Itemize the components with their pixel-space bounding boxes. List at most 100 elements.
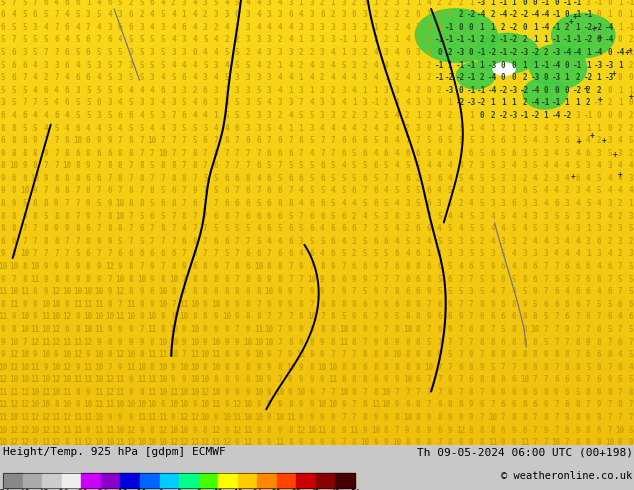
Text: 11: 11 bbox=[254, 325, 263, 334]
Text: 9: 9 bbox=[501, 388, 505, 397]
Text: 4: 4 bbox=[331, 73, 335, 82]
Text: 11: 11 bbox=[73, 300, 82, 309]
Text: 5: 5 bbox=[448, 187, 452, 196]
Text: 0: 0 bbox=[235, 10, 240, 19]
Text: 3: 3 bbox=[33, 23, 37, 32]
Text: 0: 0 bbox=[437, 48, 442, 57]
Text: 3: 3 bbox=[458, 249, 463, 258]
Text: 1: 1 bbox=[278, 61, 282, 70]
Text: 4: 4 bbox=[278, 123, 282, 133]
Text: 7: 7 bbox=[448, 363, 452, 372]
Text: 6: 6 bbox=[278, 212, 282, 220]
Text: 5: 5 bbox=[384, 199, 389, 208]
Text: 8: 8 bbox=[86, 274, 91, 284]
Text: 6: 6 bbox=[352, 262, 356, 271]
Text: 11: 11 bbox=[211, 438, 221, 447]
Text: 8: 8 bbox=[384, 338, 389, 346]
Text: 6: 6 bbox=[341, 274, 346, 284]
Text: 1: 1 bbox=[597, 73, 601, 82]
Text: 9: 9 bbox=[129, 325, 133, 334]
Text: 3: 3 bbox=[214, 98, 218, 107]
Text: 5: 5 bbox=[533, 300, 538, 309]
Text: 6: 6 bbox=[33, 10, 37, 19]
Text: 6: 6 bbox=[224, 199, 229, 208]
Text: 11: 11 bbox=[148, 350, 157, 359]
Text: 2: 2 bbox=[384, 23, 389, 32]
Text: 8: 8 bbox=[139, 161, 144, 171]
Text: 5: 5 bbox=[139, 48, 144, 57]
Text: 6: 6 bbox=[65, 98, 69, 107]
Text: 5: 5 bbox=[192, 123, 197, 133]
Text: 7: 7 bbox=[288, 136, 293, 145]
Text: 7: 7 bbox=[427, 388, 431, 397]
Text: 8: 8 bbox=[448, 400, 452, 410]
Text: 8: 8 bbox=[22, 149, 27, 158]
Text: 2: 2 bbox=[597, 136, 601, 145]
Text: 6: 6 bbox=[54, 35, 59, 45]
Text: 7: 7 bbox=[479, 388, 484, 397]
Text: 6: 6 bbox=[427, 224, 431, 233]
Text: 8: 8 bbox=[363, 400, 367, 410]
Text: 6: 6 bbox=[437, 312, 442, 321]
Text: 10: 10 bbox=[552, 438, 561, 447]
Text: 9: 9 bbox=[394, 375, 399, 384]
Text: 7: 7 bbox=[96, 187, 101, 196]
Text: 6: 6 bbox=[182, 237, 186, 246]
Text: 3: 3 bbox=[501, 161, 505, 171]
Text: 4: 4 bbox=[437, 224, 442, 233]
Text: 1: 1 bbox=[384, 73, 389, 82]
Text: 4: 4 bbox=[586, 174, 591, 183]
Text: 3: 3 bbox=[512, 136, 516, 145]
Text: 7: 7 bbox=[469, 274, 474, 284]
Text: -42: -42 bbox=[35, 489, 49, 490]
Text: 2: 2 bbox=[501, 123, 505, 133]
Text: 4: 4 bbox=[320, 224, 325, 233]
Text: 7: 7 bbox=[543, 375, 548, 384]
Text: 11: 11 bbox=[211, 350, 221, 359]
Text: 9: 9 bbox=[427, 426, 431, 435]
Text: 9: 9 bbox=[416, 438, 420, 447]
Text: 12: 12 bbox=[126, 426, 136, 435]
Text: 5: 5 bbox=[320, 187, 325, 196]
Text: 3: 3 bbox=[586, 237, 591, 246]
Text: 9: 9 bbox=[288, 287, 293, 296]
Text: 7: 7 bbox=[533, 426, 538, 435]
Text: 6: 6 bbox=[565, 375, 569, 384]
Text: 4: 4 bbox=[139, 86, 144, 95]
Text: 4: 4 bbox=[628, 161, 633, 171]
Text: 4: 4 bbox=[278, 0, 282, 7]
Text: 7: 7 bbox=[96, 249, 101, 258]
Text: 1: 1 bbox=[479, 61, 484, 70]
Text: -1: -1 bbox=[467, 86, 476, 95]
Text: 1: 1 bbox=[469, 0, 474, 7]
Text: 1: 1 bbox=[565, 98, 569, 107]
Text: 6: 6 bbox=[554, 274, 559, 284]
Text: -1: -1 bbox=[584, 111, 593, 120]
Text: 7: 7 bbox=[245, 161, 250, 171]
Text: 3: 3 bbox=[331, 111, 335, 120]
Text: 2: 2 bbox=[543, 48, 548, 57]
Text: 2: 2 bbox=[384, 35, 389, 45]
Text: 5: 5 bbox=[86, 111, 91, 120]
Text: 8: 8 bbox=[267, 426, 271, 435]
Text: 11: 11 bbox=[94, 400, 103, 410]
Text: 3: 3 bbox=[448, 249, 452, 258]
Text: 6: 6 bbox=[331, 224, 335, 233]
Text: 12: 12 bbox=[30, 338, 40, 346]
Text: 8: 8 bbox=[490, 426, 495, 435]
Text: 4: 4 bbox=[352, 123, 356, 133]
Text: 8: 8 bbox=[416, 363, 420, 372]
Ellipse shape bbox=[456, 62, 495, 89]
Text: 8: 8 bbox=[320, 325, 325, 334]
Text: -30: -30 bbox=[74, 489, 89, 490]
Text: 5: 5 bbox=[107, 48, 112, 57]
Text: 6: 6 bbox=[586, 274, 591, 284]
Text: -1: -1 bbox=[584, 10, 593, 19]
Text: -54: -54 bbox=[0, 489, 11, 490]
Text: 10: 10 bbox=[30, 262, 40, 271]
Text: 7: 7 bbox=[278, 161, 282, 171]
Text: 2: 2 bbox=[245, 48, 250, 57]
Text: 2: 2 bbox=[129, 0, 133, 7]
Text: 2: 2 bbox=[479, 237, 484, 246]
Text: 11: 11 bbox=[349, 426, 359, 435]
